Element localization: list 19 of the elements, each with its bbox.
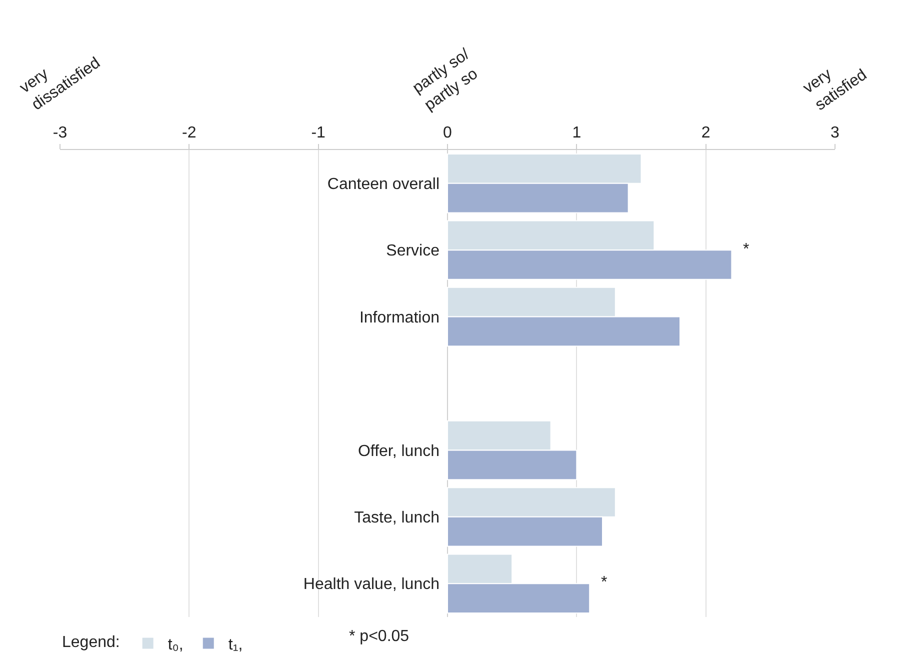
x-tick-label: 0 bbox=[443, 124, 452, 142]
annotation: * bbox=[601, 574, 608, 591]
y-tick-label: Health value, lunch bbox=[303, 576, 440, 594]
y-tick-label: Service bbox=[386, 242, 440, 260]
legend-title: Legend: bbox=[62, 634, 120, 652]
annotation: * bbox=[743, 241, 750, 258]
y-tick-label: Canteen overall bbox=[327, 176, 440, 193]
x-tick-label: -1 bbox=[311, 124, 326, 142]
legend-label: t₀, bbox=[168, 636, 184, 654]
x-tick-label: -3 bbox=[52, 124, 68, 142]
legend-label: t₁, bbox=[228, 636, 243, 654]
x-tick-label: 1 bbox=[572, 124, 582, 142]
x-tick-label: 3 bbox=[830, 124, 840, 142]
y-tick-label: Offer, lunch bbox=[358, 442, 440, 460]
x-tick-label: 2 bbox=[701, 124, 710, 142]
y-tick-label: Information bbox=[359, 309, 440, 326]
x-tick-label: -2 bbox=[182, 124, 196, 142]
y-tick-label: Taste, lunch bbox=[354, 510, 440, 527]
text: * p<0.05 bbox=[349, 628, 410, 645]
